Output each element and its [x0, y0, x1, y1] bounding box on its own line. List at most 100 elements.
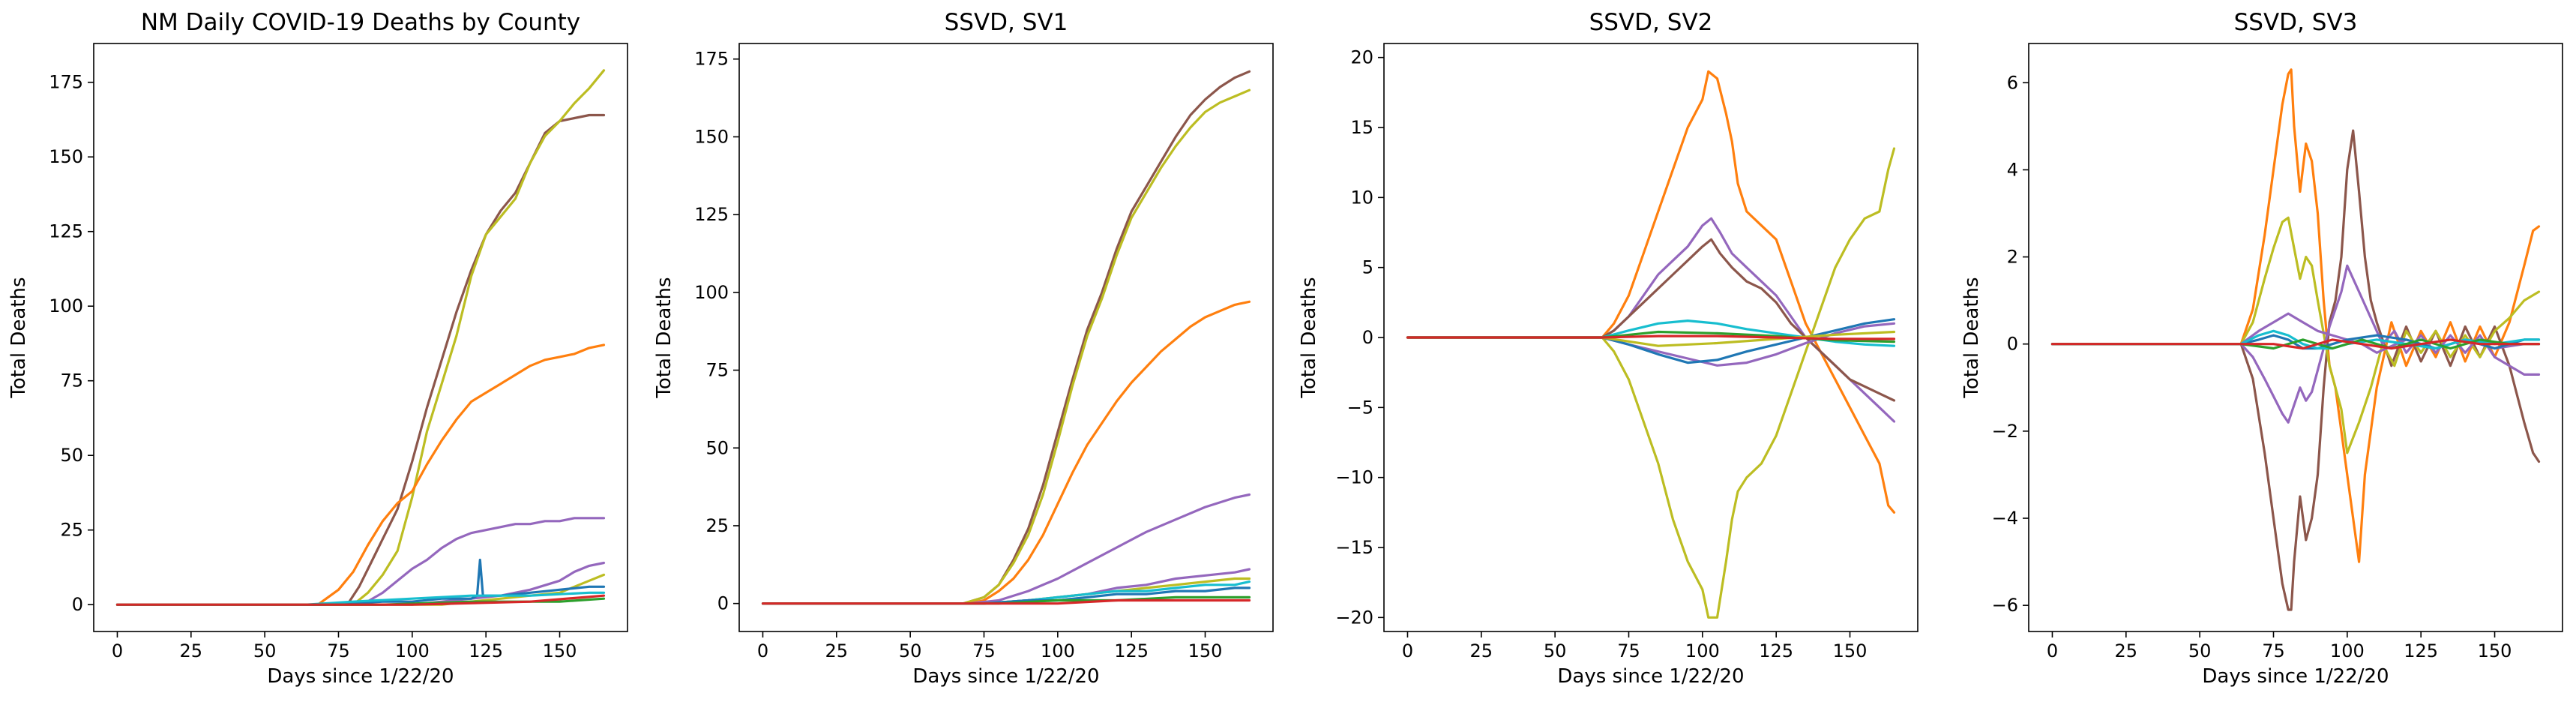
x-tick-label: 100 — [1685, 640, 1720, 662]
y-tick-label: 10 — [1350, 187, 1373, 208]
y-axis-label: Total Deaths — [653, 277, 675, 398]
series-line-9 — [761, 598, 1251, 605]
series-line-2 — [1406, 217, 1896, 423]
x-tick-label: 125 — [469, 640, 503, 662]
series-line-9 — [1406, 334, 1896, 340]
x-tick-label: 75 — [2262, 640, 2285, 662]
panel-ssvd-sv2: 0 25 50 75 100 125 150 −20 −15 −10 −5 0 5 10 15 20 SSVD,… — [1298, 9, 1919, 688]
y-tick-label: 0 — [717, 593, 729, 614]
x-tick-label: 50 — [899, 640, 922, 662]
y-tick-label: 25 — [60, 520, 83, 541]
x-tick-label: 25 — [180, 640, 203, 662]
y-tick-label: 100 — [49, 296, 83, 316]
x-tick-label: 75 — [972, 640, 996, 662]
chart-title: NM Daily COVID-19 Deaths by County — [141, 9, 580, 36]
series-line-6 — [1406, 320, 1896, 347]
x-tick-label: 50 — [1544, 640, 1567, 662]
x-tick-label: 25 — [1470, 640, 1493, 662]
x-tick-label: 25 — [2115, 640, 2138, 662]
series-line-3 — [115, 517, 606, 606]
series-line-7 — [761, 586, 1251, 605]
series-line-3 — [1406, 238, 1896, 402]
series-line-5 — [1406, 318, 1896, 364]
y-axis-label: Total Deaths — [1960, 277, 1983, 398]
y-tick-label: 50 — [705, 437, 729, 458]
panel-ssvd-sv3: 0 25 50 75 100 125 150 −6 −4 −2 0 2 4 6 SSVD, SV3 Days … — [1960, 9, 2563, 688]
y-tick-label: −5 — [1347, 397, 1373, 418]
y-tick-label: −6 — [1992, 595, 2018, 616]
y-tick-label: −20 — [1335, 607, 1373, 628]
series-line-6 — [115, 558, 606, 606]
series-line-9 — [115, 594, 606, 606]
y-tick-label: 75 — [60, 370, 83, 392]
y-tick-label: 15 — [1350, 117, 1373, 138]
y-tick-label: 150 — [49, 146, 83, 167]
series-line-8 — [2050, 338, 2541, 350]
y-tick-label: 100 — [694, 282, 729, 303]
y-tick-label: 175 — [49, 72, 83, 93]
y-tick-label: 4 — [2007, 159, 2018, 180]
axes-frame — [738, 43, 1274, 632]
panel-ssvd-sv1: 0 25 50 75 100 125 150 0 25 50 75 100 125 150 175 SSVD,… — [653, 9, 1274, 688]
x-tick-label: 150 — [2478, 640, 2512, 662]
series-line-1 — [761, 88, 1251, 605]
x-tick-label: 0 — [757, 640, 768, 662]
x-tick-label: 25 — [825, 640, 849, 662]
x-tick-label: 150 — [1833, 640, 1868, 662]
series-line-1 — [115, 69, 606, 606]
y-tick-label: 150 — [694, 126, 729, 147]
y-tick-label: 5 — [1362, 257, 1373, 278]
series-line-2 — [761, 300, 1251, 605]
x-axis-label: Days since 1/22/20 — [2202, 665, 2389, 688]
x-axis-label: Days since 1/22/20 — [912, 665, 1099, 688]
y-tick-label: 125 — [49, 221, 83, 242]
x-tick-label: 100 — [1041, 640, 1075, 662]
series-line-3 — [2050, 264, 2541, 424]
y-tick-label: 50 — [60, 445, 83, 466]
x-axis-label: Days since 1/22/20 — [267, 665, 454, 688]
x-tick-label: 50 — [2188, 640, 2212, 662]
series-line-7 — [2050, 338, 2541, 350]
x-tick-label: 125 — [2404, 640, 2438, 662]
x-tick-label: 0 — [1402, 640, 1413, 662]
chart-title: SSVD, SV3 — [2234, 9, 2358, 36]
x-tick-label: 75 — [1617, 640, 1640, 662]
y-tick-label: 20 — [1350, 47, 1373, 68]
x-tick-label: 75 — [327, 640, 350, 662]
x-tick-label: 50 — [253, 640, 277, 662]
axes-frame — [2028, 43, 2563, 632]
chart-title: SSVD, SV1 — [945, 9, 1068, 36]
x-tick-label: 0 — [112, 640, 123, 662]
x-tick-label: 125 — [1114, 640, 1149, 662]
series-line-1 — [1406, 147, 1896, 619]
chart-title: SSVD, SV2 — [1589, 9, 1713, 36]
series-line-6 — [2050, 329, 2541, 350]
y-axis-label: Total Deaths — [1298, 277, 1320, 398]
y-tick-label: 2 — [2007, 247, 2018, 268]
series-line-0 — [1406, 70, 1896, 514]
series-line-3 — [761, 493, 1251, 605]
x-tick-label: 100 — [2330, 640, 2365, 662]
y-tick-label: −2 — [1992, 421, 2018, 442]
x-tick-label: 0 — [2047, 640, 2058, 662]
y-tick-label: 6 — [2007, 72, 2018, 93]
y-tick-label: 0 — [2007, 334, 2018, 355]
y-tick-label: −15 — [1335, 537, 1373, 558]
y-tick-label: −10 — [1335, 467, 1373, 488]
y-axis-label: Total Deaths — [7, 277, 30, 398]
series-line-0 — [2050, 68, 2541, 563]
y-tick-label: 25 — [705, 515, 729, 536]
y-tick-label: 75 — [705, 360, 729, 381]
x-axis-label: Days since 1/22/20 — [1557, 665, 1744, 688]
y-tick-label: 0 — [1362, 327, 1373, 348]
axes-frame — [93, 43, 628, 632]
x-tick-label: 100 — [395, 640, 430, 662]
x-tick-label: 150 — [1188, 640, 1223, 662]
panel-nm-daily-deaths: 0 25 50 75 100 125 150 0 25 50 75 100 125 150 175 NM Da… — [7, 9, 628, 688]
series-line-0 — [115, 113, 606, 606]
y-tick-label: 0 — [72, 594, 83, 615]
series-line-1 — [2050, 129, 2541, 611]
series-line-2 — [115, 344, 606, 606]
series-line-2 — [2050, 216, 2541, 454]
